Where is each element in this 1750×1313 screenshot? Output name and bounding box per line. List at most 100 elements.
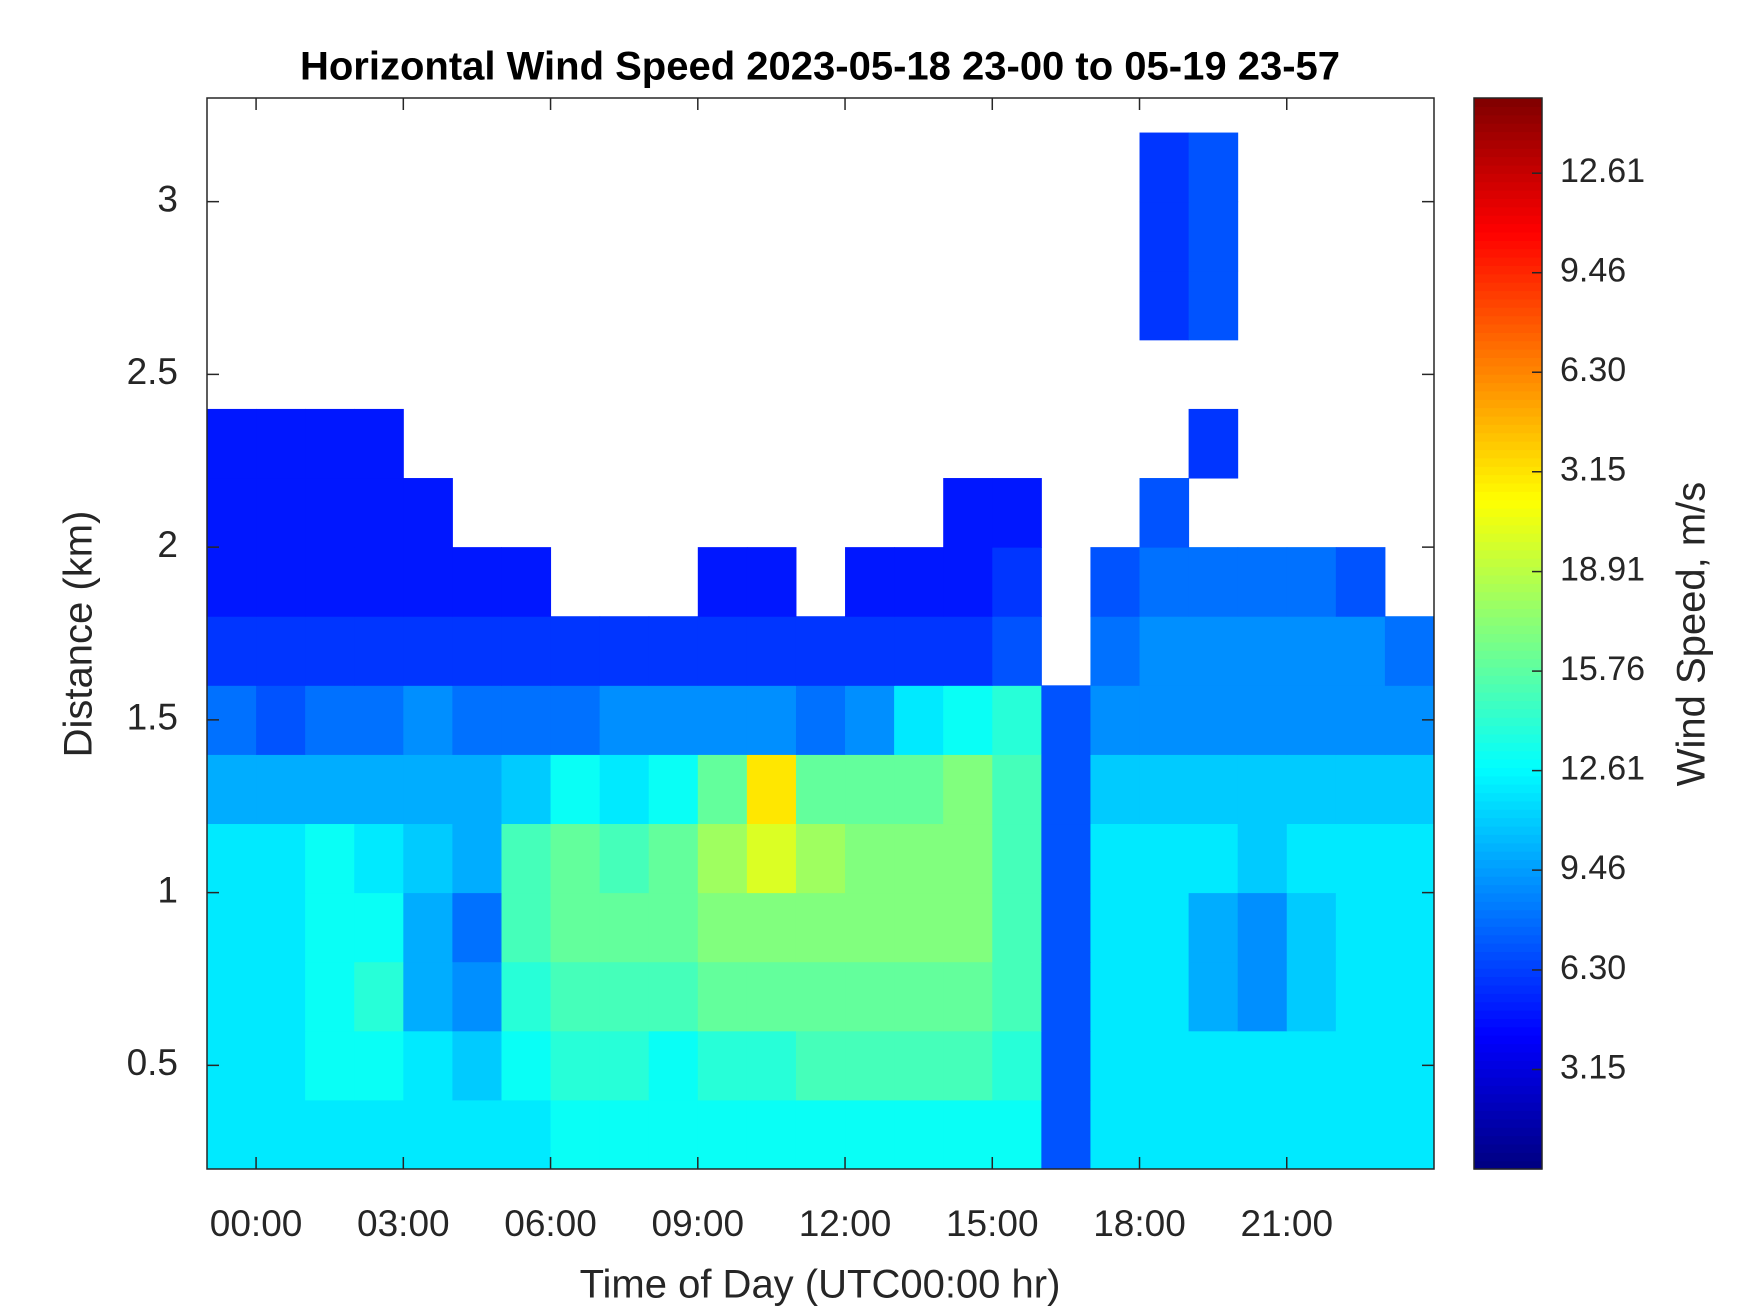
colorbar-segment (1474, 1127, 1542, 1137)
heatmap-cell (207, 754, 257, 825)
colorbar-segment (1474, 784, 1542, 794)
heatmap-cell (354, 1099, 404, 1170)
heatmap-cell (992, 1099, 1042, 1170)
colorbar-segment (1474, 282, 1542, 292)
chart-title: Horizontal Wind Speed 2023-05-18 23-00 t… (300, 45, 1340, 89)
colorbar-segment (1474, 449, 1542, 459)
colorbar-segment (1474, 139, 1542, 149)
heatmap-cell (403, 823, 453, 894)
heatmap-cell (305, 478, 355, 548)
colorbar-segment (1474, 340, 1542, 350)
colorbar-segment (1474, 1068, 1542, 1078)
heatmap-cell (452, 547, 502, 617)
heatmap-cell (354, 547, 404, 617)
heatmap-cell (943, 1030, 993, 1101)
heatmap-cell (697, 1030, 748, 1101)
x-tick-label: 12:00 (799, 1203, 892, 1244)
heatmap-cell (943, 961, 993, 1032)
heatmap-cell (403, 478, 453, 548)
colorbar-segment (1474, 759, 1542, 768)
heatmap-cell (992, 754, 1042, 825)
heatmap-cell (305, 547, 355, 617)
heatmap-cell (1286, 823, 1337, 894)
heatmap-cell (1237, 685, 1288, 755)
colorbar-tick-label: 12.61 (1560, 152, 1645, 190)
heatmap-cell (550, 616, 601, 686)
colorbar-segment (1474, 633, 1542, 643)
heatmap-cell (1139, 892, 1190, 963)
colorbar-segment (1474, 482, 1542, 492)
heatmap-cell (501, 547, 552, 617)
colorbar-segment (1474, 625, 1542, 635)
colorbar-segment (1474, 993, 1542, 1003)
heatmap-cell (1335, 961, 1386, 1032)
heatmap-cell (1237, 961, 1288, 1032)
heatmap-cell (845, 961, 895, 1032)
colorbar-segment (1474, 867, 1542, 877)
heatmap-cell (1237, 547, 1288, 617)
heatmap-cell (305, 823, 355, 894)
colorbar-segment (1474, 223, 1542, 233)
heatmap-cell (207, 408, 257, 479)
heatmap-cell (550, 1030, 601, 1101)
heatmap-cell (894, 616, 944, 686)
heatmap-cell (207, 892, 257, 963)
colorbar-segment (1474, 441, 1542, 451)
heatmap-cell (501, 754, 552, 825)
heatmap-cell (452, 754, 502, 825)
heatmap-cell (1041, 1099, 1091, 1170)
heatmap-cell (1188, 270, 1239, 341)
y-tick-label: 1 (157, 869, 178, 910)
x-tick-label: 21:00 (1240, 1203, 1333, 1244)
colorbar-segment (1474, 1076, 1542, 1086)
colorbar-segment (1474, 1001, 1542, 1011)
heatmap-cell (1139, 132, 1190, 203)
x-axis-label: Time of Day (UTC00:00 hr) (580, 1263, 1061, 1307)
heatmap-cell (746, 823, 797, 894)
heatmap-cell (894, 547, 944, 617)
heatmap-cell (746, 961, 797, 1032)
colorbar-segment (1474, 1026, 1542, 1036)
heatmap-cell (1286, 961, 1337, 1032)
colorbar-segment (1474, 1010, 1542, 1019)
heatmap-cell (1090, 685, 1141, 755)
heatmap-cell (845, 1099, 895, 1170)
heatmap-cell (1286, 547, 1337, 617)
heatmap-cell (1090, 892, 1141, 963)
heatmap-cell (599, 961, 650, 1032)
heatmap-cell (943, 892, 993, 963)
colorbar-segment (1474, 1060, 1542, 1070)
colorbar-segment (1474, 1093, 1542, 1103)
heatmap-cell (1041, 823, 1091, 894)
heatmap-cell (403, 547, 453, 617)
colorbar-segment (1474, 574, 1542, 584)
heatmap-cell (992, 478, 1042, 548)
heatmap-cell (550, 961, 601, 1032)
heatmap-cell (305, 1099, 355, 1170)
heatmap-cell (305, 1030, 355, 1101)
colorbar-segment (1474, 181, 1542, 191)
heatmap-cell (1188, 201, 1239, 272)
colorbar-segment (1474, 457, 1542, 467)
heatmap-cell (845, 616, 895, 686)
heatmap-cell (992, 616, 1042, 686)
heatmap-cell (403, 1030, 453, 1101)
x-tick-label: 03:00 (357, 1203, 450, 1244)
heatmap-cell (452, 1030, 502, 1101)
colorbar-segment (1474, 558, 1542, 568)
x-tick-label: 00:00 (210, 1203, 303, 1244)
heatmap-cell (403, 685, 453, 755)
heatmap-cell (1335, 547, 1386, 617)
heatmap-cell (599, 685, 650, 755)
heatmap-cell (845, 547, 895, 617)
colorbar-tick-label: 9.46 (1560, 252, 1626, 290)
heatmap-cell (1090, 1030, 1141, 1101)
heatmap-cell (354, 408, 404, 479)
colorbar-segment (1474, 173, 1542, 183)
colorbar-segment (1474, 148, 1542, 158)
heatmap-cell (697, 961, 748, 1032)
heatmap-cell (1139, 1099, 1190, 1170)
colorbar-segment (1474, 231, 1542, 241)
colorbar-segment (1474, 692, 1542, 702)
colorbar-segment (1474, 1102, 1542, 1112)
